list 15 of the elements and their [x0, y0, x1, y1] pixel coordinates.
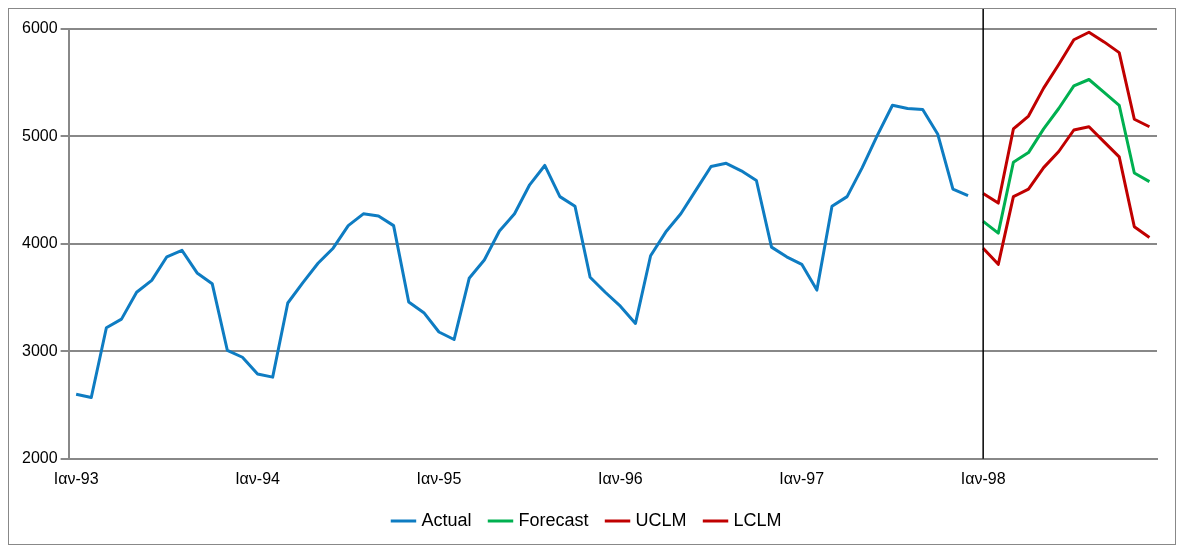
x-tick-label: Iαν-93 [53, 469, 99, 487]
x-tick-label: Iαν-97 [779, 469, 825, 487]
y-tick-label: 5000 [22, 126, 58, 144]
legend-label: Forecast [518, 509, 589, 530]
legend-label: Actual [421, 509, 472, 530]
x-tick-label: Iαν-98 [960, 469, 1006, 487]
y-tick-label: 4000 [22, 234, 58, 252]
x-tick-label: Iαν-95 [416, 469, 462, 487]
legend-label: UCLM [635, 509, 687, 530]
y-tick-label: 6000 [22, 19, 58, 37]
legend-label: LCLM [733, 509, 782, 530]
x-tick-label: Iαν-94 [235, 469, 281, 487]
y-tick-label: 2000 [22, 449, 58, 467]
x-tick-label: Iαν-96 [597, 469, 643, 487]
y-tick-label: 3000 [22, 341, 58, 359]
